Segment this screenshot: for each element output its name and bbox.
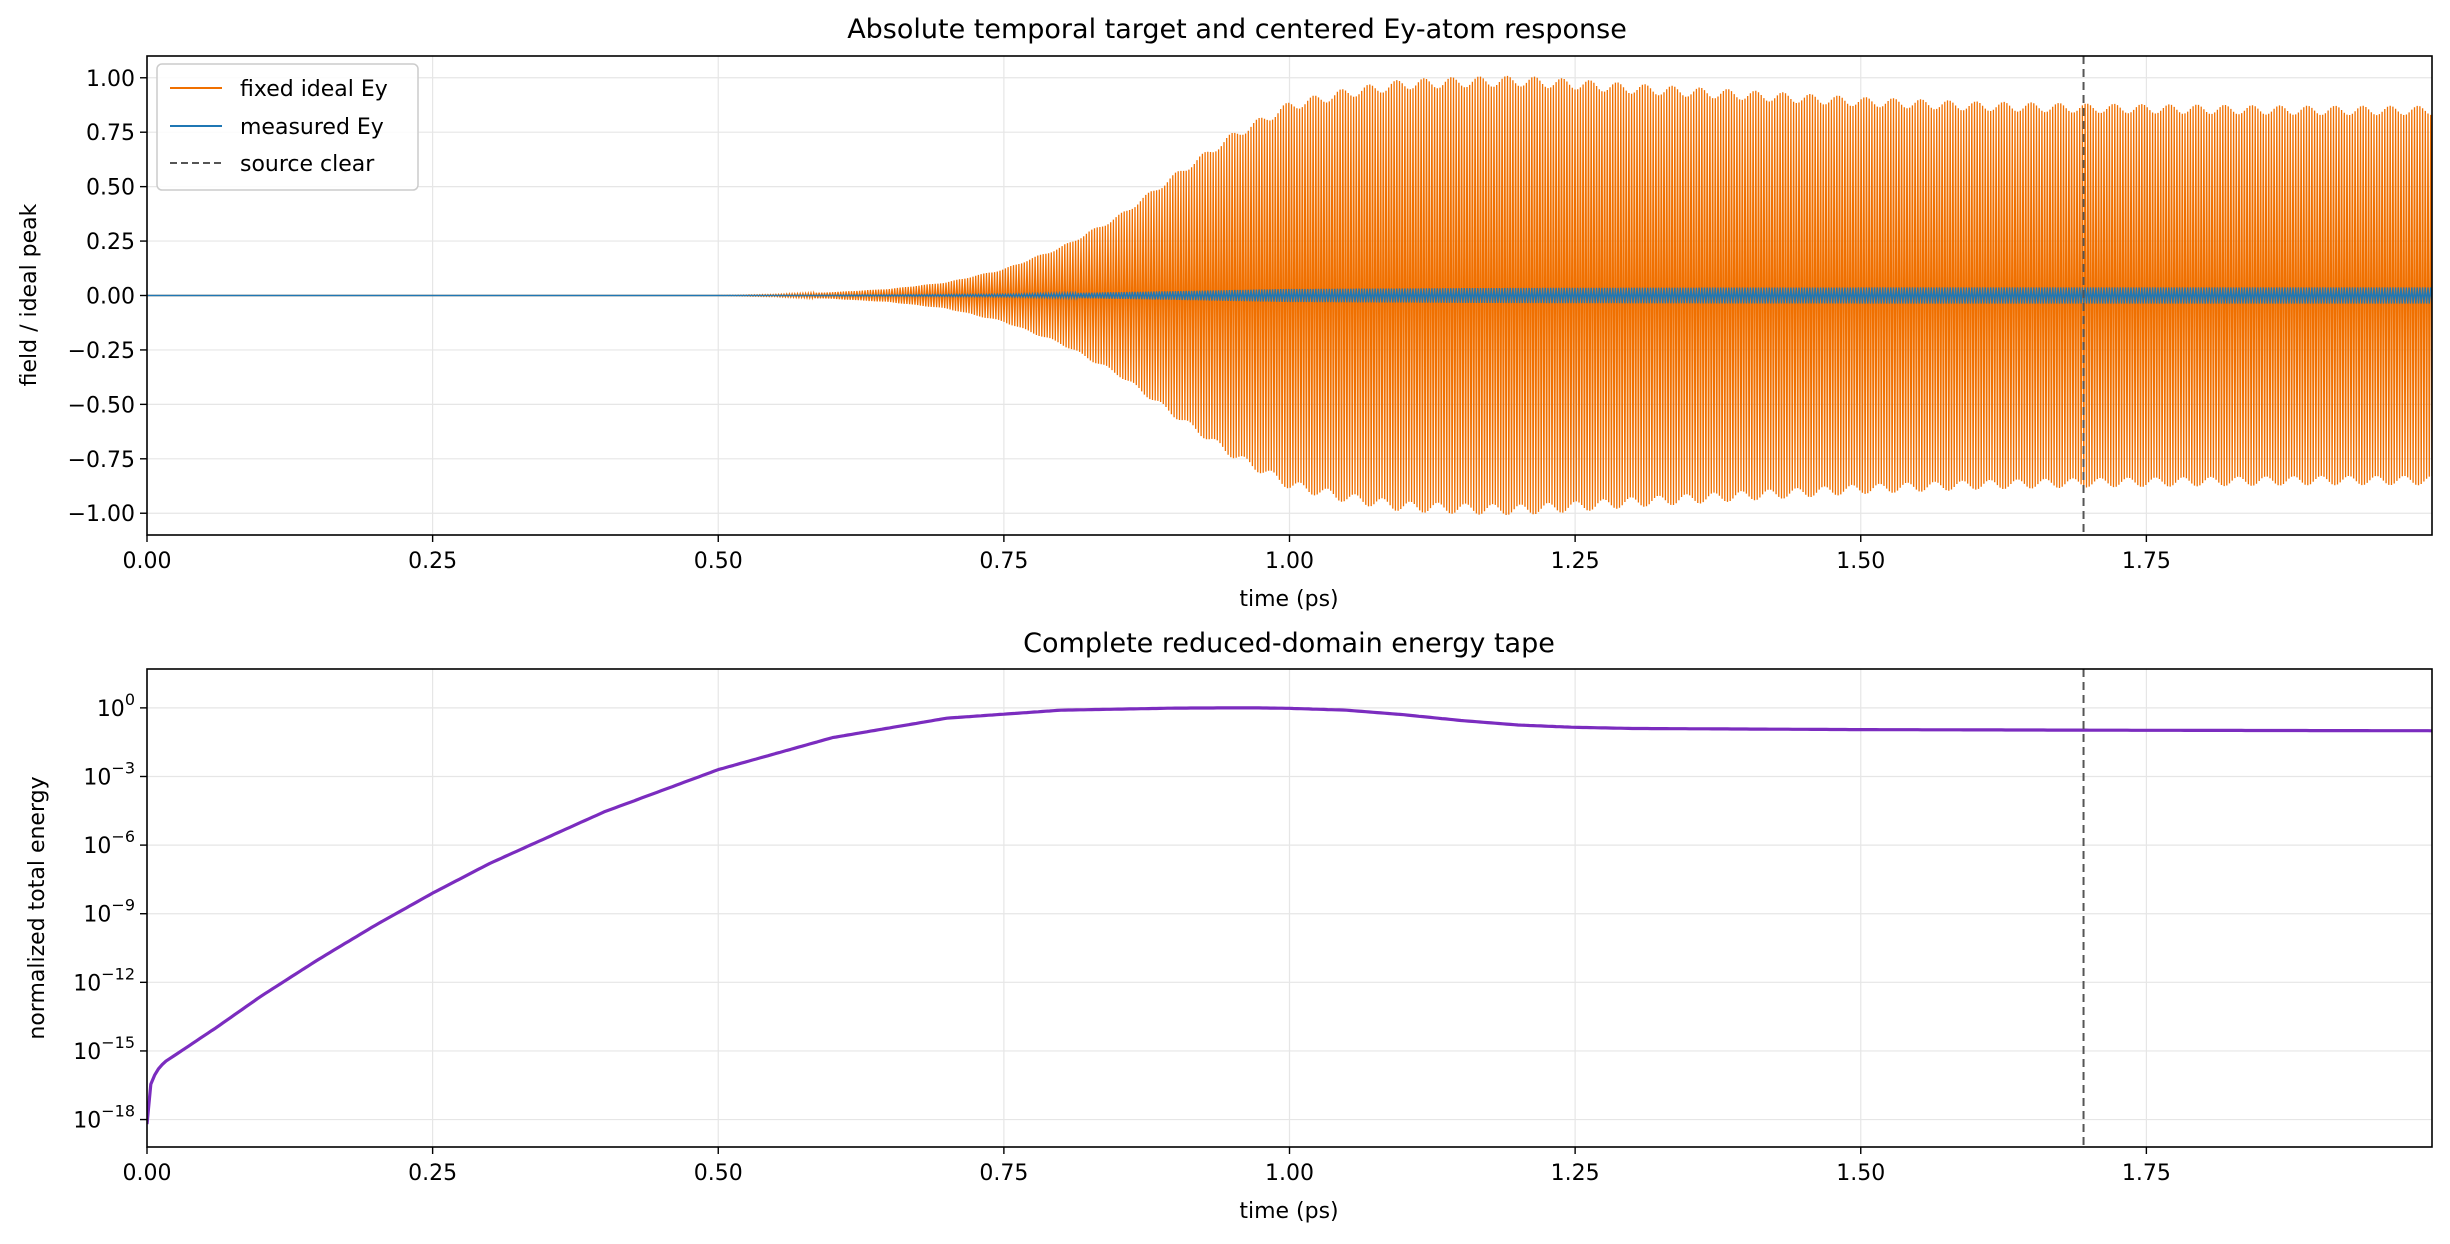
energy-x-axis-label: time (ps) <box>1239 1199 1338 1224</box>
field-x-axis-label: time (ps) <box>1239 587 1338 612</box>
field-x-ticks: 0.00 0.25 0.50 0.75 1.00 1.25 1.50 1.75 <box>123 535 2171 574</box>
energy-plot-area <box>147 669 2432 1147</box>
energy-x-tick-label: 0.25 <box>408 1161 457 1186</box>
energy-x-tick-label: 0.75 <box>979 1161 1028 1186</box>
energy-chart-title: Complete reduced-domain energy tape <box>1023 628 1555 659</box>
energy-x-tick-label: 1.75 <box>2122 1161 2171 1186</box>
field-y-tick-label: 0.00 <box>86 285 135 310</box>
field-x-tick-label: 0.25 <box>408 549 457 574</box>
energy-y-tick-label: 10−15 <box>73 1033 135 1065</box>
energy-series-group <box>147 669 2432 1147</box>
field-y-ticks: 1.00 0.75 0.50 0.25 0.00 −0.25 −0.50 −0.75 −1.00 <box>68 67 147 527</box>
field-y-tick-label: 0.75 <box>86 121 135 146</box>
energy-x-tick-label: 1.00 <box>1265 1161 1314 1186</box>
field-chart-title: Absolute temporal target and centered Ey… <box>847 14 1627 45</box>
field-y-axis-label: field / ideal peak <box>17 203 42 386</box>
energy-y-tick-label: 10−18 <box>73 1102 135 1134</box>
field-x-tick-label: 0.00 <box>123 549 172 574</box>
field-x-tick-label: 1.50 <box>1836 549 1885 574</box>
energy-y-tick-label: 10−12 <box>73 964 135 996</box>
legend-label-fixed-ideal: fixed ideal Ey <box>240 77 388 102</box>
field-y-tick-label: 0.50 <box>86 176 135 201</box>
energy-x-tick-label: 1.50 <box>1836 1161 1885 1186</box>
field-x-tick-label: 1.00 <box>1265 549 1314 574</box>
energy-x-tick-label: 0.50 <box>694 1161 743 1186</box>
legend-label-measured: measured Ey <box>240 115 384 140</box>
legend: fixed ideal Ey measured Ey source clear <box>156 63 419 191</box>
field-y-tick-label: −0.75 <box>68 448 135 473</box>
energy-x-ticks: 0.00 0.25 0.50 0.75 1.00 1.25 1.50 1.75 <box>123 1147 2171 1186</box>
energy-y-tick-label: 10−3 <box>83 758 135 790</box>
field-x-tick-label: 1.75 <box>2122 549 2171 574</box>
energy-y-tick-label: 10−6 <box>83 827 135 859</box>
series-measured-ey <box>147 287 2432 304</box>
legend-box <box>156 63 419 191</box>
field-x-tick-label: 0.50 <box>694 549 743 574</box>
field-y-tick-label: 1.00 <box>86 67 135 92</box>
legend-label-source-clear: source clear <box>240 152 375 177</box>
field-y-tick-label: −0.25 <box>68 339 135 364</box>
field-panel: Absolute temporal target and centered Ey… <box>17 14 2433 612</box>
series-normalized-energy <box>147 706 2432 1125</box>
field-x-tick-label: 1.25 <box>1551 549 1600 574</box>
energy-y-tick-label: 100 <box>97 690 135 722</box>
field-y-tick-label: 0.25 <box>86 230 135 255</box>
energy-y-axis-label: normalized total energy <box>25 776 50 1039</box>
energy-x-tick-label: 0.00 <box>123 1161 172 1186</box>
field-plot-area <box>147 56 2432 535</box>
field-y-tick-label: −0.50 <box>68 393 135 418</box>
field-y-tick-label: −1.00 <box>68 502 135 527</box>
field-x-tick-label: 0.75 <box>979 549 1028 574</box>
energy-y-ticks: 100 10−3 10−6 10−9 10−12 10−15 10−18 <box>73 690 147 1134</box>
field-series-group <box>147 56 2432 535</box>
energy-x-tick-label: 1.25 <box>1551 1161 1600 1186</box>
energy-panel: Complete reduced-domain energy tape 0.00… <box>25 628 2433 1224</box>
energy-y-tick-label: 10−9 <box>83 896 135 928</box>
